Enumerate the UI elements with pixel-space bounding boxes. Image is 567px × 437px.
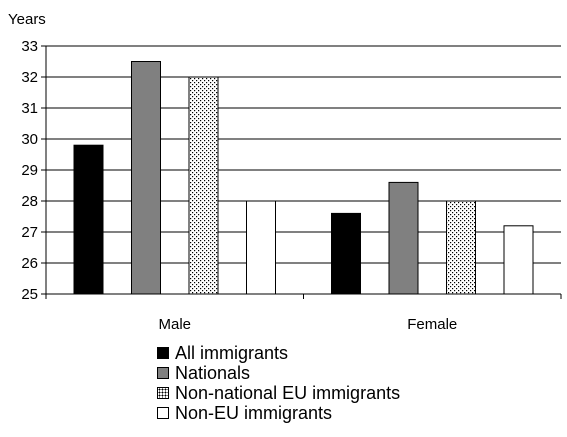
bars (73, 61, 534, 295)
y-tick-label: 26 (21, 255, 38, 272)
legend-label: Non-national EU immigrants (175, 382, 401, 403)
y-tick-label: 25 (21, 286, 38, 303)
bar-non-national-eu-immigrants-female (446, 200, 476, 295)
y-tick-labels: 25 26 27 28 29 30 31 32 33 (21, 38, 38, 303)
legend-item: Nationals (157, 363, 400, 383)
legend: All immigrants Nationals Non-national EU… (157, 343, 400, 423)
legend-label: All immigrants (175, 342, 289, 363)
x-tick-labels: Male Female (158, 316, 457, 333)
x-tick-label: Female (407, 316, 457, 333)
legend-swatch-all-immigrants (157, 347, 169, 359)
bar-nationals-male (131, 61, 161, 295)
bar-non-eu-immigrants-male (246, 200, 276, 295)
bar-all-immigrants-female (331, 212, 361, 295)
bar-non-national-eu-immigrants-male (188, 76, 219, 295)
legend-item: Non-EU immigrants (157, 403, 400, 423)
y-tick-label: 28 (21, 193, 38, 210)
legend-swatch-non-national-eu (157, 387, 169, 399)
legend-item: All immigrants (157, 343, 400, 363)
x-tick-label: Male (158, 316, 191, 333)
legend-swatch-non-eu (157, 407, 169, 419)
gridlines (46, 45, 561, 295)
y-tick-label: 30 (21, 131, 38, 148)
legend-label: Non-EU immigrants (175, 402, 333, 423)
y-tick-label: 27 (21, 224, 38, 241)
y-tick-label: 33 (21, 38, 38, 55)
legend-label: Nationals (175, 362, 251, 383)
bar-all-immigrants-male (73, 144, 104, 295)
bar-non-eu-immigrants-female (503, 225, 534, 295)
bar-nationals-female (388, 181, 419, 295)
y-axis-title: Years (8, 11, 46, 28)
y-tick-label: 32 (21, 69, 38, 86)
legend-item: Non-national EU immigrants (157, 383, 400, 403)
y-tick-label: 31 (21, 100, 38, 117)
axes (41, 45, 562, 299)
legend-swatch-nationals (157, 367, 169, 379)
y-tick-label: 29 (21, 162, 38, 179)
